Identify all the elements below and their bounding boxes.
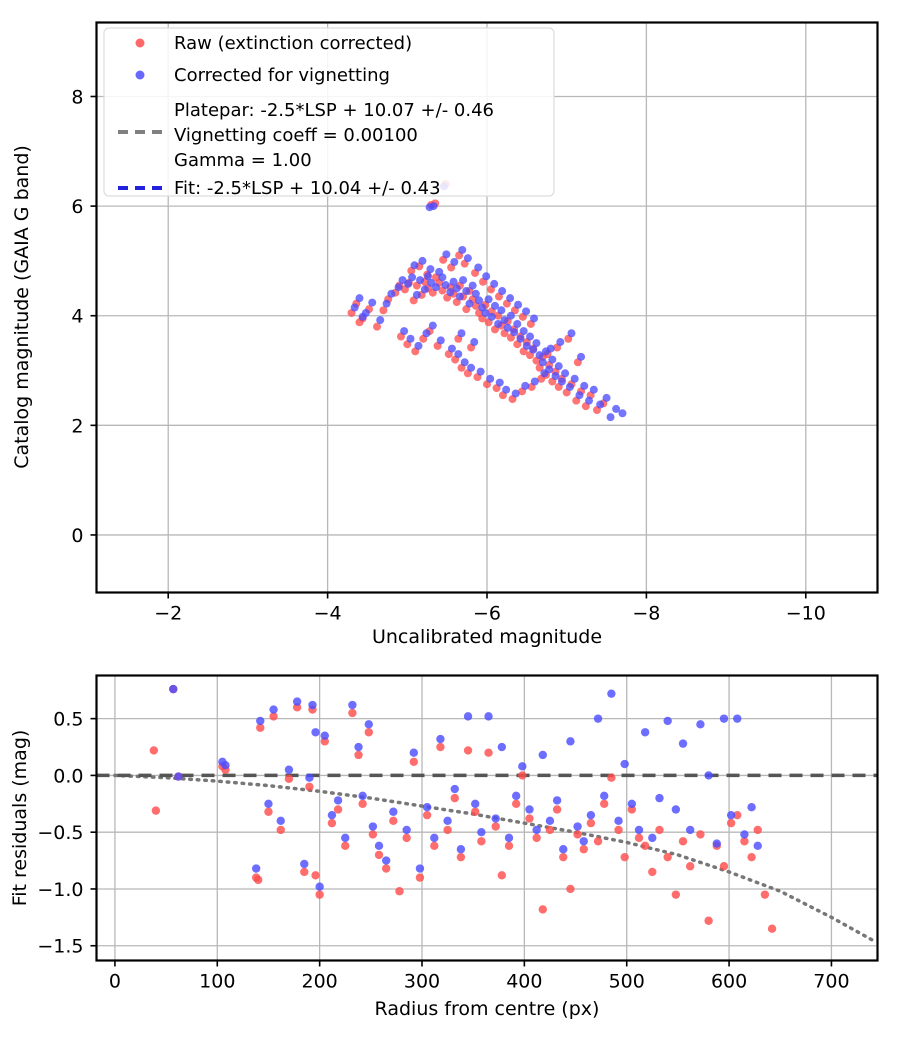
svg-text:−1.5: −1.5: [37, 936, 83, 958]
bottom-panel-ticks: [90, 717, 833, 967]
top-panel-xaxis-label: Uncalibrated magnitude: [372, 626, 602, 648]
svg-text:200: 200: [302, 971, 338, 993]
svg-text:−10: −10: [786, 603, 826, 625]
svg-text:−4: −4: [314, 603, 342, 625]
svg-text:−6: −6: [473, 603, 501, 625]
svg-text:8: 8: [71, 86, 83, 108]
bottom-panel-residuals: 0 100 200 300 400 500 600 700 0.5 0.0 −0.5 −1.0 −1.5…: [0, 660, 900, 1050]
top-panel-yaxis-label: Catalog magnitude (GAIA G band): [11, 145, 33, 469]
svg-text:−1.0: −1.0: [37, 879, 83, 901]
bottom-panel-tick-labels: 0 100 200 300 400 500 600 700 0.5 0.0 −0.5 −1.0 −1.5: [37, 709, 849, 993]
svg-text:2: 2: [71, 415, 83, 437]
svg-text:300: 300: [404, 971, 440, 993]
svg-text:600: 600: [711, 971, 747, 993]
svg-text:0: 0: [71, 525, 83, 547]
svg-text:−0.5: −0.5: [37, 822, 83, 844]
bottom-panel-svg: 0 100 200 300 400 500 600 700 0.5 0.0 −0.5 −1.0 −1.5…: [9, 674, 879, 1020]
svg-text:Gamma = 1.00: Gamma = 1.00: [174, 150, 312, 171]
svg-text:−8: −8: [632, 603, 660, 625]
svg-text:Vignetting coeff = 0.00100: Vignetting coeff = 0.00100: [174, 125, 418, 146]
svg-text:6: 6: [71, 196, 83, 218]
svg-text:0.0: 0.0: [53, 765, 83, 787]
svg-text:−2: −2: [154, 603, 182, 625]
svg-text:Fit: -2.5*LSP + 10.04 +/- 0.43: Fit: -2.5*LSP + 10.04 +/- 0.43: [174, 178, 441, 199]
top-panel-legend[interactable]: Raw (extinction corrected) Corrected for …: [103, 27, 555, 199]
svg-text:400: 400: [506, 971, 542, 993]
bottom-panel-datapoints: [149, 684, 777, 933]
bottom-panel-xaxis-label: Radius from centre (px): [375, 998, 600, 1020]
svg-text:Platepar: -2.5*LSP + 10.07 +/-: Platepar: -2.5*LSP + 10.07 +/- 0.46: [174, 100, 494, 121]
svg-text:500: 500: [609, 971, 645, 993]
svg-text:0.5: 0.5: [53, 709, 83, 731]
vignetting-curve-dotted: [113, 773, 875, 942]
top-panel-ticks: [90, 95, 807, 599]
bottom-panel-yaxis-label: Fit residuals (mag): [9, 730, 31, 907]
svg-text:4: 4: [71, 306, 83, 328]
top-panel-tick-labels: −2 −4 −6 −8 −10 0 2 4 6 8: [71, 86, 825, 624]
svg-text:Corrected for vignetting: Corrected for vignetting: [174, 65, 390, 86]
svg-text:700: 700: [813, 971, 849, 993]
bottom-panel-frame: [95, 674, 879, 962]
svg-text:0: 0: [109, 971, 121, 993]
top-panel-datapoints: [347, 180, 627, 422]
top-panel-photometric-fit: −2 −4 −6 −8 −10 0 2 4 6 8 Uncalibrated magnitude …: [11, 21, 879, 648]
svg-text:100: 100: [199, 971, 235, 993]
svg-text:Raw (extinction corrected): Raw (extinction corrected): [174, 33, 412, 54]
